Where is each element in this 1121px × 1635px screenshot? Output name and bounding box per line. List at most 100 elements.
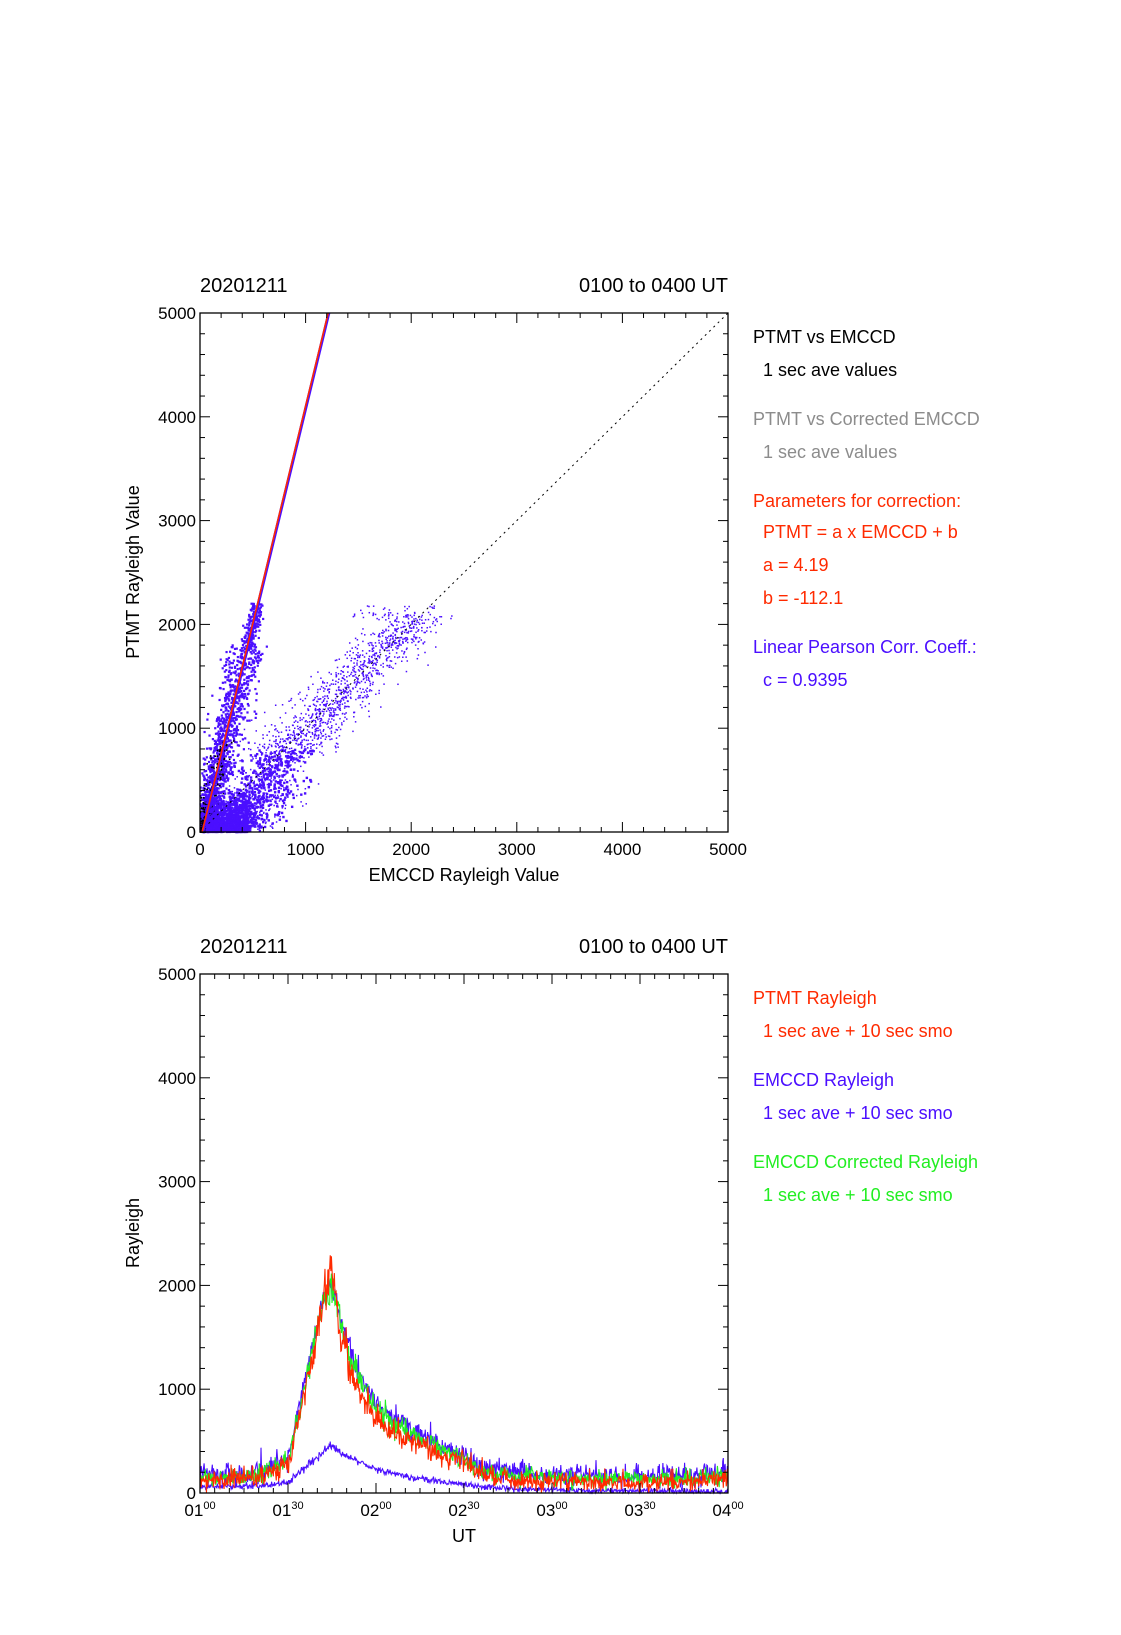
scatter-point xyxy=(219,751,222,754)
scatter-point xyxy=(331,707,333,709)
scatter-point xyxy=(353,665,356,668)
scatter-point xyxy=(390,623,393,626)
scatter-point xyxy=(211,821,214,825)
scatter-point xyxy=(250,759,253,762)
scatter-point xyxy=(334,659,337,662)
scatter-point xyxy=(240,694,243,697)
scatter-point xyxy=(214,727,217,730)
scatter-point xyxy=(298,743,300,746)
scatter-point xyxy=(250,619,253,623)
scatter-point xyxy=(328,735,331,738)
scatter-point xyxy=(239,655,242,658)
scatter-point xyxy=(237,791,241,795)
scatter-point xyxy=(212,814,215,817)
scatter-point xyxy=(314,721,317,723)
scatter-point xyxy=(364,634,366,636)
scatter-point xyxy=(237,672,240,675)
scatter-point xyxy=(299,719,301,722)
scatter-point xyxy=(395,628,397,631)
scatter-point xyxy=(211,808,215,811)
scatter-point xyxy=(300,731,302,733)
scatter-point xyxy=(372,612,375,614)
scatter-point xyxy=(417,628,420,631)
scatter-point xyxy=(225,816,229,819)
scatter-point xyxy=(218,739,221,742)
scatter-point xyxy=(234,792,236,794)
scatter-point xyxy=(206,781,210,784)
scatter-point xyxy=(379,649,381,651)
scatter-point xyxy=(227,705,230,708)
scatter-point xyxy=(259,806,262,809)
scatter-point xyxy=(337,714,339,716)
scatter-point xyxy=(372,613,375,615)
scatter-point xyxy=(239,816,242,819)
scatter-point xyxy=(335,674,337,676)
scatter-point xyxy=(214,822,217,825)
scatter-point xyxy=(264,789,267,791)
scatter-point xyxy=(362,628,364,630)
scatter-point xyxy=(268,743,271,746)
scatter-point xyxy=(319,708,321,711)
scatter-point xyxy=(329,707,332,710)
scatter-point xyxy=(272,779,275,781)
scatter-point xyxy=(380,643,382,646)
scatter-point xyxy=(302,717,305,719)
scatter-point xyxy=(410,627,412,629)
scatter-point xyxy=(374,667,376,670)
scatter-point xyxy=(284,804,287,807)
scatter-point xyxy=(253,802,257,805)
scatter-point xyxy=(273,804,275,807)
scatter-point xyxy=(224,699,227,702)
scatter-point xyxy=(215,826,218,829)
scatter-point xyxy=(241,759,244,763)
scatter-point xyxy=(362,616,365,619)
scatter-point xyxy=(217,758,220,760)
scatter-point xyxy=(239,812,242,815)
scatter-point xyxy=(302,760,305,763)
scatter-point xyxy=(262,820,265,824)
scatter-point xyxy=(312,719,315,722)
scatter-point xyxy=(281,744,284,747)
scatter-point xyxy=(255,699,258,702)
scatter-point xyxy=(249,813,252,816)
scatter-point xyxy=(257,828,259,830)
scatter-point xyxy=(228,670,231,674)
scatter-point xyxy=(399,636,402,639)
scatter-point xyxy=(216,814,220,817)
scatter-point xyxy=(417,630,419,632)
scatter-point xyxy=(368,660,370,662)
scatter-point xyxy=(265,754,269,758)
scatter-point xyxy=(218,750,221,753)
scatter-point xyxy=(409,614,412,617)
scatter-point xyxy=(402,638,404,640)
scatter-point xyxy=(281,793,284,796)
scatter-point xyxy=(249,780,253,784)
scatter-point xyxy=(354,637,357,640)
scatter-point xyxy=(386,646,389,649)
scatter-point xyxy=(223,758,225,761)
scatter-point xyxy=(304,697,307,700)
scatter-point xyxy=(263,769,267,772)
scatter-point xyxy=(211,801,214,805)
scatter-point xyxy=(278,818,282,821)
scatter-point xyxy=(273,787,276,791)
scatter-point xyxy=(212,763,215,766)
scatter-point xyxy=(348,675,351,677)
scatter-point xyxy=(236,667,239,671)
scatter-point xyxy=(235,647,238,650)
scatter-point xyxy=(296,725,299,728)
scatter-point xyxy=(380,706,382,708)
scatter-point xyxy=(371,644,373,646)
scatter-point xyxy=(219,723,222,726)
scatter-point xyxy=(201,805,204,808)
scatter-point xyxy=(326,723,328,725)
scatter-point xyxy=(257,656,261,659)
scatter-point xyxy=(283,746,286,748)
scatter-point xyxy=(261,795,265,798)
scatter-point xyxy=(374,657,376,660)
scatter-point xyxy=(207,798,210,802)
scatter-point xyxy=(393,656,396,658)
scatter-point xyxy=(427,664,429,666)
scatter-point xyxy=(240,777,244,780)
scatter-point xyxy=(280,787,282,790)
